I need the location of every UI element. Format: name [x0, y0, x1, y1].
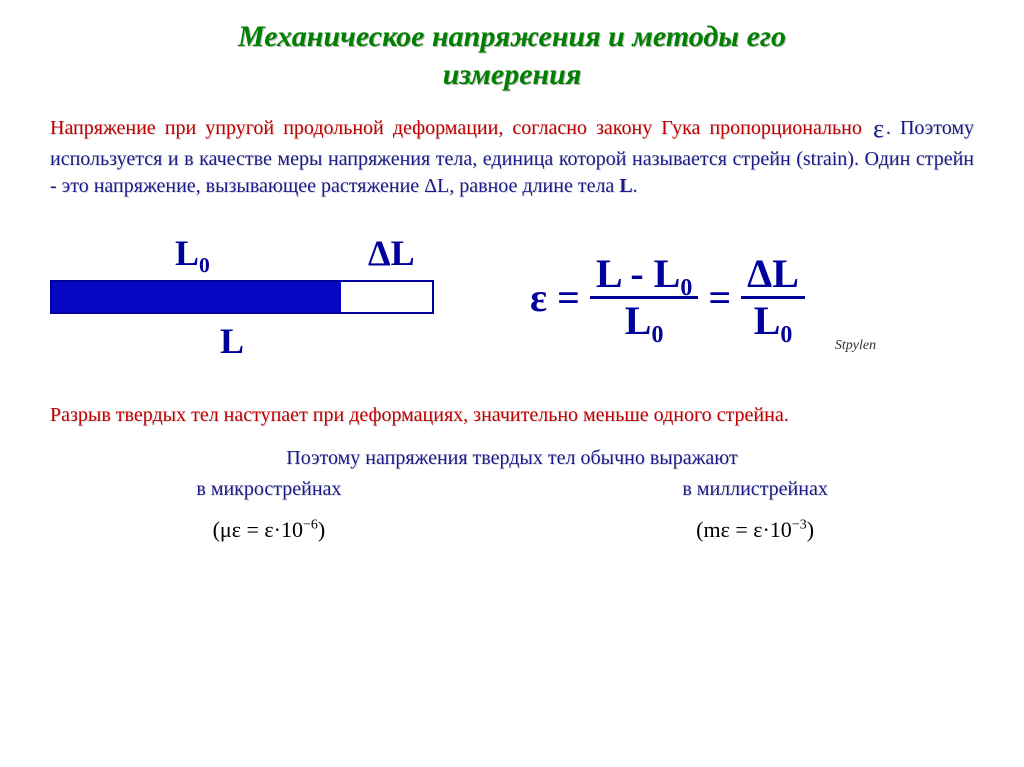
page-title: Механическое напряжения и методы его изм… [0, 0, 1024, 93]
title-line-1: Механическое напряжения и методы его [238, 20, 786, 53]
label-L: L [220, 320, 244, 362]
bar-fill [52, 282, 341, 312]
micro-suffix: ) [318, 517, 325, 542]
millistrain-col: в миллистрейнах (mε = ε·10−3) [556, 478, 954, 543]
diagram-row: L₀ ΔL L ε = L - L₀ L₀ = ΔL L₀ Stpylen [0, 232, 1024, 362]
label-L0: L₀ [175, 232, 210, 274]
para1-L: L [619, 175, 632, 197]
title-line-2: измерения [443, 58, 582, 91]
para1-highlight: Напряжение при упругой продольной деформ… [50, 117, 862, 139]
micro-prefix: (με = ε·10 [213, 517, 303, 542]
paragraph-3: Поэтому напряжения твердых тел обычно вы… [50, 447, 974, 470]
microstrain-col: в микрострейнах (με = ε·10−6) [70, 478, 468, 543]
microstrain-formula: (με = ε·10−6) [70, 517, 468, 543]
para1-delta-l: ΔL [424, 175, 449, 197]
signature: Stpylen [835, 338, 876, 362]
millistrain-label: в миллистрейнах [556, 478, 954, 501]
bar-outline [50, 280, 434, 314]
fraction-1: L - L₀ L₀ [590, 254, 698, 341]
strain-bar-diagram: L₀ ΔL L [50, 232, 450, 362]
frac2-num: ΔL [741, 254, 805, 299]
frac1-num: L - L₀ [590, 254, 698, 299]
formula-lhs: ε [530, 274, 547, 321]
frac2-den: L₀ [754, 299, 793, 341]
formula-eq1: = [557, 274, 580, 321]
fraction-2: ΔL L₀ [741, 254, 805, 341]
paragraph-2: Разрыв твердых тел наступает при деформа… [50, 402, 974, 429]
millistrain-formula: (mε = ε·10−3) [556, 517, 954, 543]
label-deltaL: ΔL [368, 232, 415, 274]
paragraph-1: Напряжение при упругой продольной деформ… [50, 111, 974, 200]
para1-tail1: , равное длине тела [449, 175, 619, 197]
strain-formula: ε = L - L₀ L₀ = ΔL L₀ [530, 254, 805, 341]
microstrain-label: в микрострейнах [70, 478, 468, 501]
epsilon-symbol: ε [871, 114, 886, 143]
formula-eq2: = [708, 274, 731, 321]
units-row: в микрострейнах (με = ε·10−6) в миллистр… [70, 478, 954, 543]
frac1-den: L₀ [625, 299, 664, 341]
milli-exp: −3 [792, 518, 807, 533]
micro-exp: −6 [303, 518, 318, 533]
para1-tail2: . [633, 175, 638, 197]
milli-suffix: ) [807, 517, 814, 542]
milli-prefix: (mε = ε·10 [696, 517, 792, 542]
